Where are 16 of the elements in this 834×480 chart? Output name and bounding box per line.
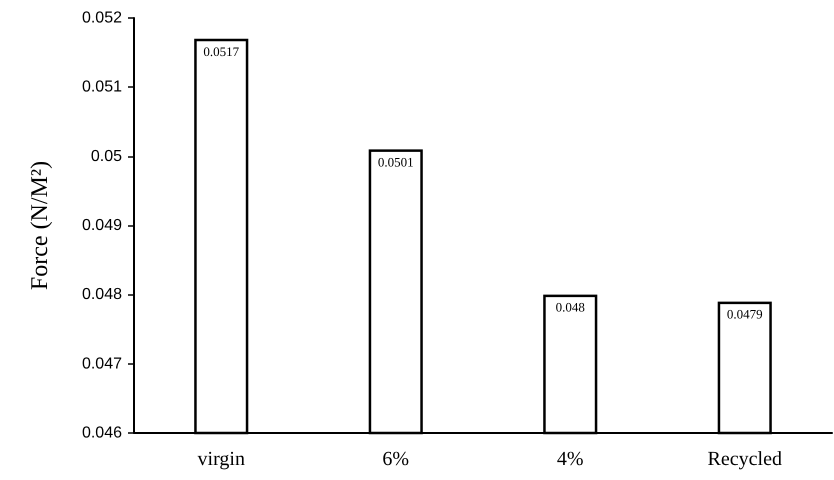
x-tick-label: 4% bbox=[556, 448, 584, 470]
y-tick-label: 0.048 bbox=[82, 286, 122, 304]
x-tick-label: 6% bbox=[382, 448, 410, 470]
data-label: 0.0501 bbox=[378, 154, 414, 170]
data-label: 0.0517 bbox=[203, 44, 240, 59]
data-label: 0.0479 bbox=[726, 306, 763, 322]
y-tick-label: 0.046 bbox=[82, 424, 122, 442]
y-tick-label: 0.047 bbox=[82, 355, 122, 372]
data-label: 0.048 bbox=[556, 300, 585, 315]
y-tick-label: 0.051 bbox=[82, 78, 122, 96]
y-axis-title: Force (N/M²) bbox=[27, 160, 53, 290]
y-tick-label: 0.049 bbox=[82, 217, 122, 234]
y-tick-label: 0.05 bbox=[90, 148, 122, 165]
y-tick-label: 0.052 bbox=[82, 10, 122, 26]
x-tick-label: Recycled bbox=[708, 448, 782, 470]
x-tick-label: virgin bbox=[198, 448, 245, 470]
